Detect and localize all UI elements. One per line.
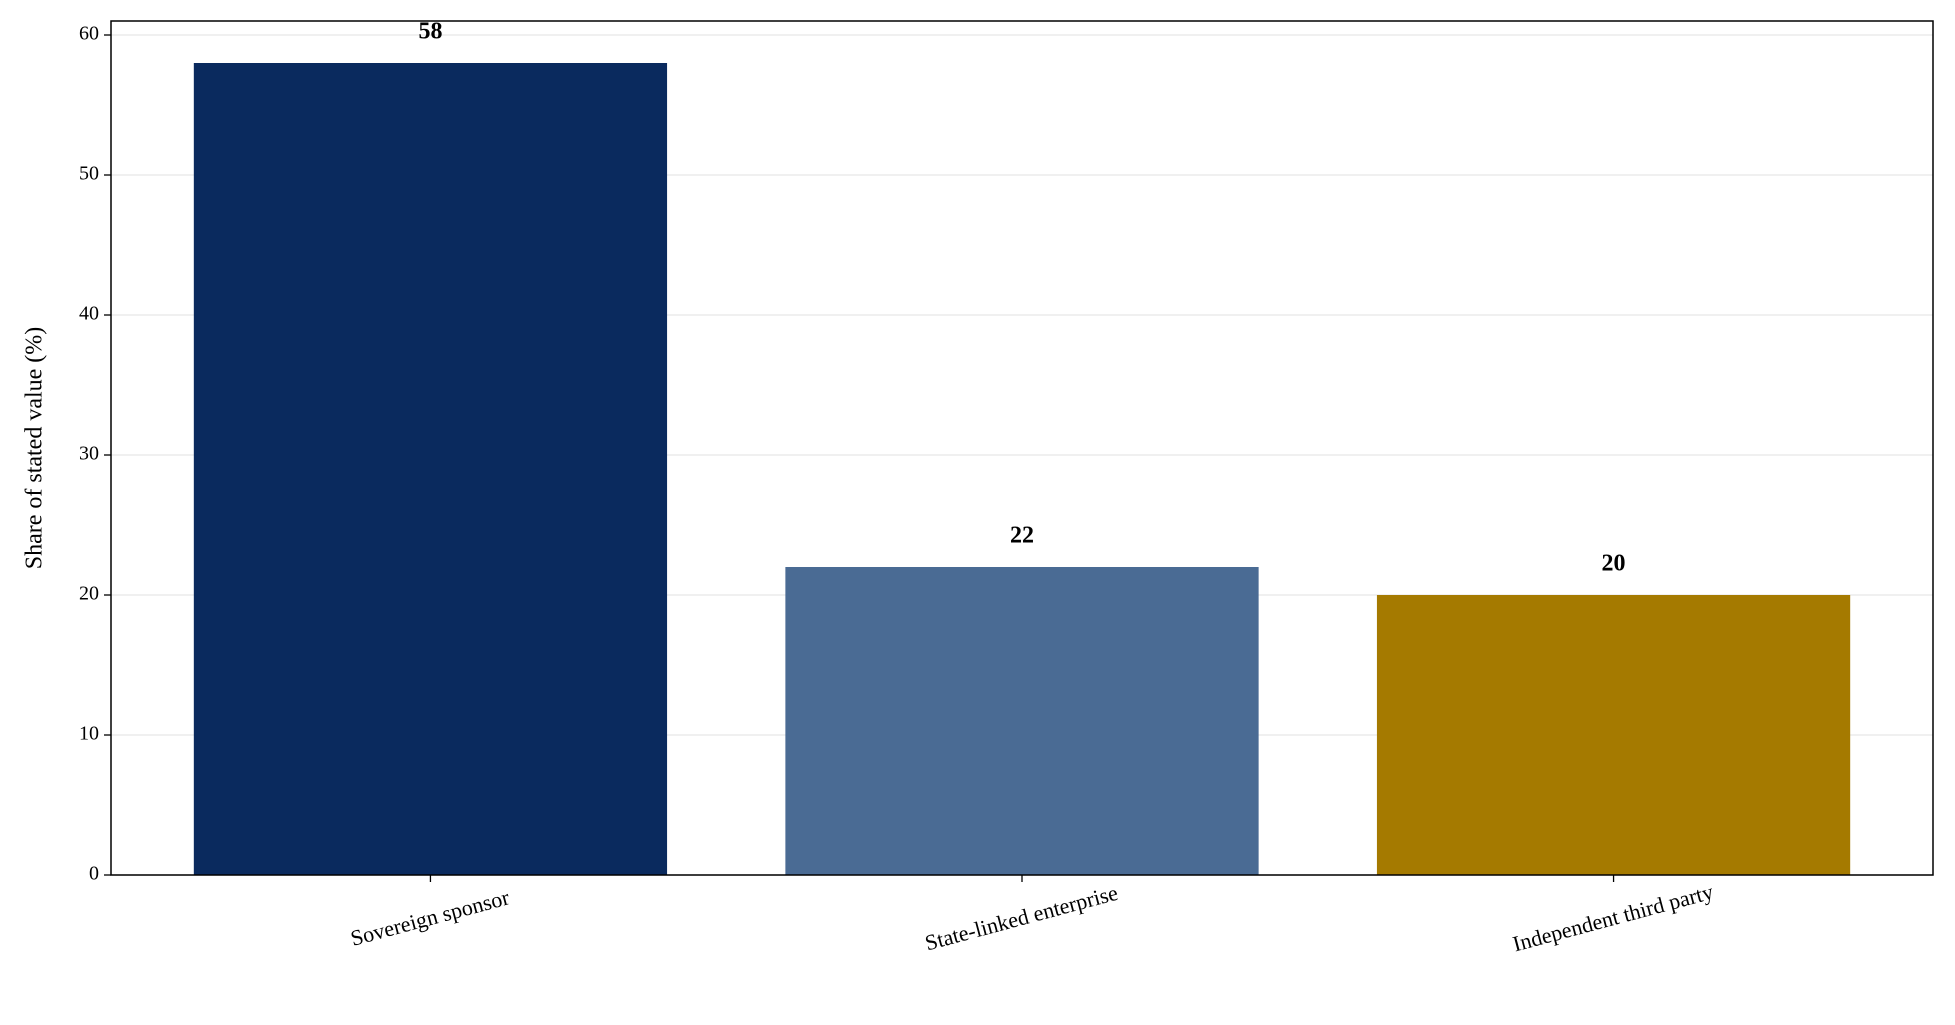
- bar: [193, 63, 668, 875]
- x-tick-label: Independent third party: [1510, 879, 1716, 957]
- bar: [1376, 595, 1851, 875]
- y-tick-label: 60: [79, 23, 99, 45]
- y-tick-label: 40: [79, 303, 99, 325]
- y-tick-label: 10: [79, 723, 99, 745]
- y-tick-label: 20: [79, 583, 99, 605]
- y-tick-label: 30: [79, 443, 99, 465]
- x-tick-label: Sovereign sponsor: [348, 884, 513, 951]
- value-label: 20: [1602, 551, 1626, 577]
- y-axis-label: Share of stated value (%): [22, 327, 48, 570]
- y-tick-label: 0: [89, 863, 99, 885]
- plot-frame: [110, 20, 1934, 876]
- x-tick-label: State-linked enterprise: [922, 880, 1120, 956]
- value-label: 22: [1010, 523, 1034, 549]
- value-label: 58: [418, 19, 442, 45]
- y-tick-label: 50: [79, 163, 99, 185]
- bar: [785, 567, 1259, 875]
